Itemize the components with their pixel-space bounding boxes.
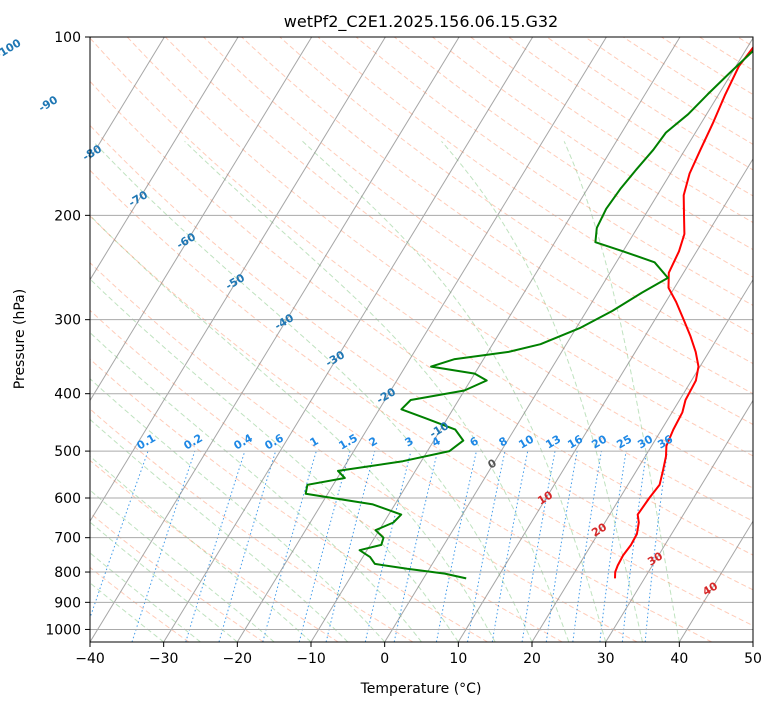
- plot-frame: [89, 36, 754, 643]
- mixing-ratio-line: [185, 450, 246, 642]
- dry-adiabat: [90, 37, 753, 522]
- chart-title: wetPf2_C2E1.2025.156.06.15.G32: [284, 12, 558, 32]
- mixing-ratio-line: [262, 450, 317, 642]
- dry-adiabat: [126, 37, 753, 489]
- x-tick-label: −20: [223, 651, 253, 667]
- x-axis: −40 −30 −20 −10 0 10 20 30 40 50: [75, 642, 762, 667]
- isotherm-line: [605, 399, 753, 642]
- y-axis-label: Pressure (hPa): [12, 289, 28, 389]
- x-tick-label: 0: [380, 651, 389, 667]
- isotherm-line: [310, 37, 681, 642]
- isotherm-line: [678, 520, 753, 642]
- dry-adiabat: [355, 37, 753, 306]
- isotherm-line: [531, 278, 753, 642]
- x-tick-label: 40: [670, 651, 688, 667]
- y-tick-label: 800: [54, 565, 81, 581]
- isotherm-line: [384, 37, 753, 642]
- dry-adiabat: [241, 37, 753, 395]
- y-tick-label: 300: [54, 313, 81, 329]
- x-tick-label: 30: [597, 651, 615, 667]
- isotherm-line: [90, 37, 239, 281]
- isotherm-line: [163, 37, 534, 642]
- isotherm-line: [457, 157, 753, 642]
- dry-adiabat: [90, 215, 712, 642]
- mixing-ratio-line: [218, 450, 277, 642]
- x-tick-label: 10: [449, 651, 467, 667]
- y-tick-label: 700: [54, 531, 81, 547]
- mixing-ratio-line: [325, 450, 376, 642]
- y-tick-label: 100: [54, 30, 81, 46]
- x-tick-label: −40: [75, 651, 105, 667]
- y-tick-label: 600: [54, 491, 81, 507]
- isotherm-line: [236, 37, 607, 642]
- isotherm-line: [90, 37, 165, 160]
- isotherm-line: [90, 37, 386, 523]
- mixing-ratio-line: [621, 451, 648, 642]
- profile-line-1: [614, 46, 753, 579]
- x-tick-label: 20: [523, 651, 541, 667]
- mixing-ratio-line: [131, 450, 196, 642]
- x-tick-label: −30: [149, 651, 179, 667]
- x-tick-label: −10: [296, 651, 326, 667]
- y-tick-label: 200: [54, 208, 81, 224]
- dry-adiabat: [90, 124, 753, 591]
- dry-adiabat: [203, 37, 753, 425]
- x-tick-label: 50: [744, 651, 762, 667]
- mixing-ratio-line: [572, 451, 602, 642]
- dry-adiabat: [90, 512, 264, 642]
- y-tick-label: 500: [54, 444, 81, 460]
- y-tick-label: 400: [54, 387, 81, 403]
- dry-adiabat: [90, 459, 339, 642]
- mixing-ratio-line: [644, 451, 668, 642]
- dry-adiabat: [90, 262, 638, 642]
- isotherm-line: [90, 37, 460, 642]
- isotherm-line: [90, 37, 313, 402]
- background-lines: [90, 37, 753, 642]
- profile-line-2: [304, 49, 753, 580]
- mixing-ratio-line: [599, 451, 627, 642]
- profile-lines: [304, 46, 753, 580]
- mixing-ratio-line: [90, 450, 149, 620]
- dry-adiabat: [90, 169, 753, 627]
- mixing-ratio-line: [545, 451, 578, 642]
- y-tick-label: 900: [54, 595, 81, 611]
- x-axis-label: Temperature (°C): [360, 681, 482, 697]
- dry-adiabat: [90, 358, 488, 642]
- mixing-ratio-line: [298, 450, 351, 642]
- y-tick-label: 1000: [45, 622, 81, 638]
- y-axis: 100 200 300 400 500 600 700 800 900 1000: [45, 30, 90, 638]
- mixing-ratio-line: [364, 450, 412, 642]
